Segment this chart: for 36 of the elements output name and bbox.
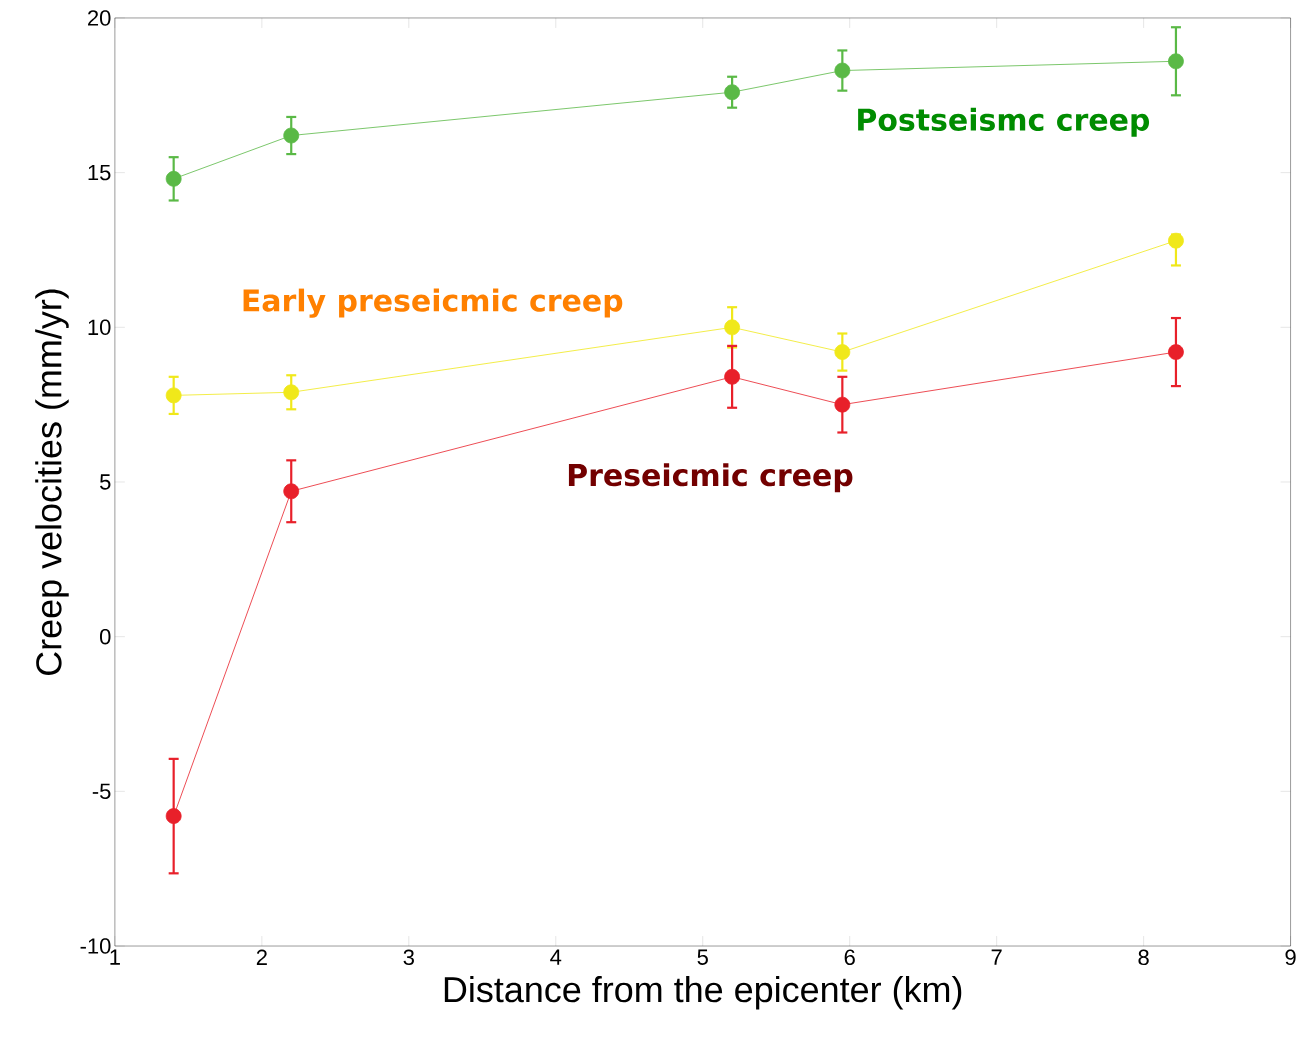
point [283,127,300,144]
x-tick-label: 3 [403,949,414,966]
x-tick-label: 9 [1285,949,1296,966]
point [1168,344,1184,360]
point [1168,53,1184,70]
y-tick-label: -10 [80,938,111,954]
y-tick-label: -5 [92,783,111,800]
x-tick-label: 2 [256,949,267,965]
x-tick-label: 8 [1138,949,1149,966]
x-tick-label: 4 [550,949,562,965]
point [724,84,741,101]
series-label: Early preseicmic creep [243,288,623,318]
x-tick-label: 5 [697,949,708,965]
y-tick-label: 5 [100,474,111,490]
y-tick-label: 10 [88,319,111,336]
point [165,170,182,187]
point [724,319,741,336]
series-label: Postseismc creep [858,107,1150,137]
point [724,368,741,385]
y-axis-title: Creep velocities (mm/yr) [35,289,69,676]
point [283,384,300,401]
point [834,62,851,79]
x-axis-title: Distance from the epicenter (km) [444,976,962,1010]
point [1168,232,1184,249]
x-tick-label: 1 [110,949,120,965]
point [834,344,851,360]
y-tick-label: 0 [99,628,111,645]
series-label: Preseicmic creep [568,463,853,493]
x-tick-label: 7 [991,949,1002,965]
point [834,396,851,413]
y-tick-label: 20 [88,10,111,26]
point [165,387,182,404]
x-tick-label: 6 [844,949,855,966]
point [283,483,300,500]
y-tick-label: 15 [88,165,111,181]
point [165,808,182,825]
